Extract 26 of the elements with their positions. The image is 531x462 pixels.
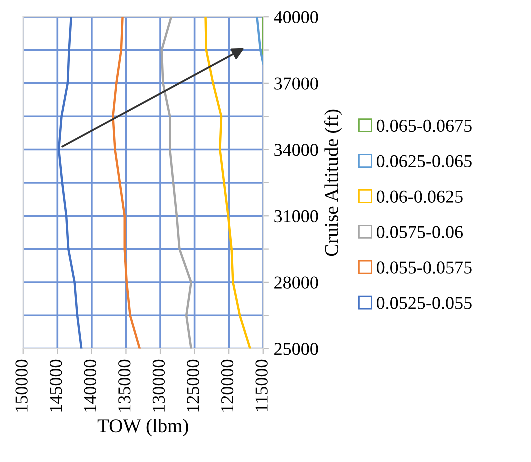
x-tick-label: 135000	[118, 360, 131, 412]
y-tick-label: 28000	[274, 276, 318, 289]
legend-label: 0.0625-0.065	[376, 155, 472, 168]
y-tick-label: 31000	[274, 210, 318, 223]
x-tick-label: 125000	[187, 360, 200, 412]
line-series	[58, 17, 83, 349]
line-series	[160, 17, 192, 349]
line-series	[204, 17, 252, 349]
x-axis-title: TOW (lbm)	[98, 418, 188, 437]
x-tick-label: 140000	[84, 360, 96, 412]
legend-label: 0.065-0.0675	[376, 120, 472, 132]
x-tick-label: 130000	[152, 360, 166, 412]
legend-label: 0.06-0.0625	[376, 190, 463, 204]
legend-label: 0.055-0.0575	[376, 262, 472, 274]
y-tick-label: 40000	[274, 11, 318, 24]
line-series	[112, 17, 142, 349]
y-tick-label: 37000	[274, 78, 318, 90]
y-tick-label: 34000	[274, 144, 318, 156]
legend-label: 0.0525-0.055	[376, 297, 472, 310]
y-axis-title: Cruise Altitude (ft)	[324, 110, 342, 256]
x-tick-label: 145000	[50, 360, 62, 412]
y-tick-label: 25000	[274, 343, 318, 356]
x-tick-label: 120000	[221, 360, 234, 412]
legend-label: 0.0575-0.06	[376, 226, 464, 238]
x-tick-label: 150000	[16, 360, 28, 412]
x-tick-label: 115000	[256, 360, 268, 412]
